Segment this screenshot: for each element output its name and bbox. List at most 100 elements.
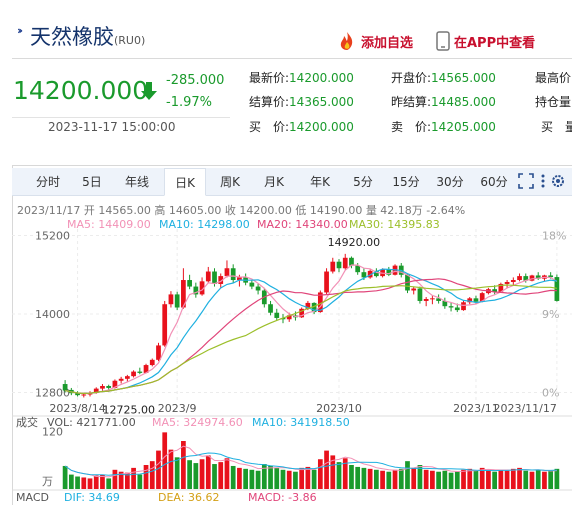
volume-bar <box>249 469 255 489</box>
ma10-line <box>64 268 557 395</box>
volume-bar <box>510 468 516 489</box>
candle-body <box>149 359 155 366</box>
last-price: 14200.000 <box>13 76 149 105</box>
volume-bar <box>305 466 311 489</box>
candle-body <box>156 345 161 360</box>
down-arrow-icon <box>141 82 157 100</box>
quote-label: 买 量 <box>541 120 572 134</box>
volume-bar <box>131 467 136 489</box>
volume-bar <box>199 459 205 489</box>
volume-bar <box>367 468 373 489</box>
candle-body <box>436 298 441 301</box>
open-app-button[interactable]: 在APP中查看 <box>436 31 535 51</box>
volume-bar <box>548 470 554 489</box>
double-chevron-icon: ›› <box>17 24 23 37</box>
ma5-line <box>64 264 558 395</box>
ma30-line <box>64 284 557 395</box>
volume-bar <box>523 470 529 489</box>
candle-body <box>317 292 323 313</box>
volume-bar <box>411 467 417 489</box>
tab-60min[interactable]: 60分 <box>480 175 508 189</box>
quote-label: 最高价 <box>535 71 572 85</box>
volume-bar <box>535 469 541 489</box>
candle-body <box>548 275 554 278</box>
quote-value: 14485.000 <box>431 95 496 109</box>
volume-bar <box>243 468 249 489</box>
candle-body <box>498 283 504 292</box>
candle-body <box>330 261 336 272</box>
candle-body <box>423 298 429 301</box>
time-tick-label: 2023/10 <box>316 402 362 415</box>
quote-time: 2023-11-17 15:00:00 <box>48 120 176 134</box>
candle-body <box>187 280 192 287</box>
header: ›› 天然橡胶(RU0) 添加自选 在APP中查看 <box>0 0 572 58</box>
macd-panel-label: MACD <box>16 491 49 504</box>
tab-fenshi[interactable]: 分时 <box>35 175 60 189</box>
candle-body <box>131 371 136 377</box>
volume-bar <box>473 470 479 489</box>
candle-body <box>75 393 80 396</box>
volume-bar <box>62 465 68 489</box>
volume-bar <box>386 471 392 489</box>
volume-bar <box>274 467 280 489</box>
price-tick-label: 12800 <box>35 387 70 400</box>
candle-body <box>504 281 510 284</box>
tab-5day[interactable]: 5日 <box>82 175 102 189</box>
volume-bar <box>355 466 361 489</box>
candle-body <box>193 286 199 295</box>
volume-bar <box>448 472 454 489</box>
more-icon[interactable] <box>539 173 547 189</box>
price-tick-label: 15200 <box>35 230 70 243</box>
tab-30min[interactable]: 30分 <box>436 175 464 189</box>
candle-body <box>112 380 118 388</box>
fullscreen-icon[interactable] <box>518 173 534 189</box>
candle-body <box>137 371 143 373</box>
volume-bar <box>454 471 460 489</box>
symbol-code: (RU0) <box>114 34 146 47</box>
tab-yearline[interactable]: 年线 <box>124 175 149 189</box>
candle-body <box>554 277 560 301</box>
candle-body <box>286 315 292 320</box>
tab-5min[interactable]: 5分 <box>353 175 373 189</box>
volume-bar <box>106 478 112 489</box>
candle-body <box>510 280 516 282</box>
settings-icon[interactable] <box>550 173 566 189</box>
quote-cell: 最新价:14200.000 <box>249 69 354 86</box>
price-annotation: 14920.00 <box>328 236 381 249</box>
macd-legend-dif: DIF: 34.69 <box>64 491 120 504</box>
quote-label: 卖 价: <box>391 120 432 134</box>
open-app-label: 在APP中查看 <box>454 35 536 51</box>
time-divider <box>12 117 230 118</box>
header-divider <box>12 58 572 59</box>
volume-bar <box>467 468 473 489</box>
volume-bar <box>336 462 342 489</box>
candle-body <box>454 307 460 311</box>
candle-body <box>237 277 242 281</box>
volume-bar <box>392 469 398 489</box>
tab-week-k[interactable]: 周K <box>220 175 240 189</box>
add-watch-button[interactable]: 添加自选 <box>337 31 413 51</box>
tab-day-k[interactable]: 日K <box>164 168 206 196</box>
quote-cell: 开盘价:14565.000 <box>391 69 496 86</box>
volume-bar <box>504 470 510 489</box>
chart-panel <box>12 165 572 505</box>
volume-ma10-line <box>64 452 557 476</box>
quote-label: 持仓量 <box>535 95 572 109</box>
candle-body <box>517 276 522 281</box>
kline-chart[interactable]: 2023/11/17 开 14565.00 高 14605.00 收 14200… <box>12 197 572 505</box>
tab-15min[interactable]: 15分 <box>392 175 420 189</box>
volume-bar <box>93 475 99 489</box>
title-text: 天然橡胶 <box>30 25 114 49</box>
pct-tick-label: 0% <box>542 387 559 400</box>
tab-year-k[interactable]: 年K <box>310 175 330 189</box>
ma-legend-ma5: MA5: 14409.00 <box>67 218 151 231</box>
candle-body <box>535 275 541 279</box>
volume-bar <box>230 465 236 489</box>
quote-value: 14200.000 <box>289 120 354 134</box>
volume-legend-ma10: MA10: 341918.50 <box>252 416 350 429</box>
candle-body <box>523 276 529 281</box>
tab-month-k[interactable]: 月K <box>264 175 284 189</box>
volume-bar <box>137 474 143 489</box>
volume-bar <box>205 455 211 489</box>
candle-body <box>367 270 373 278</box>
